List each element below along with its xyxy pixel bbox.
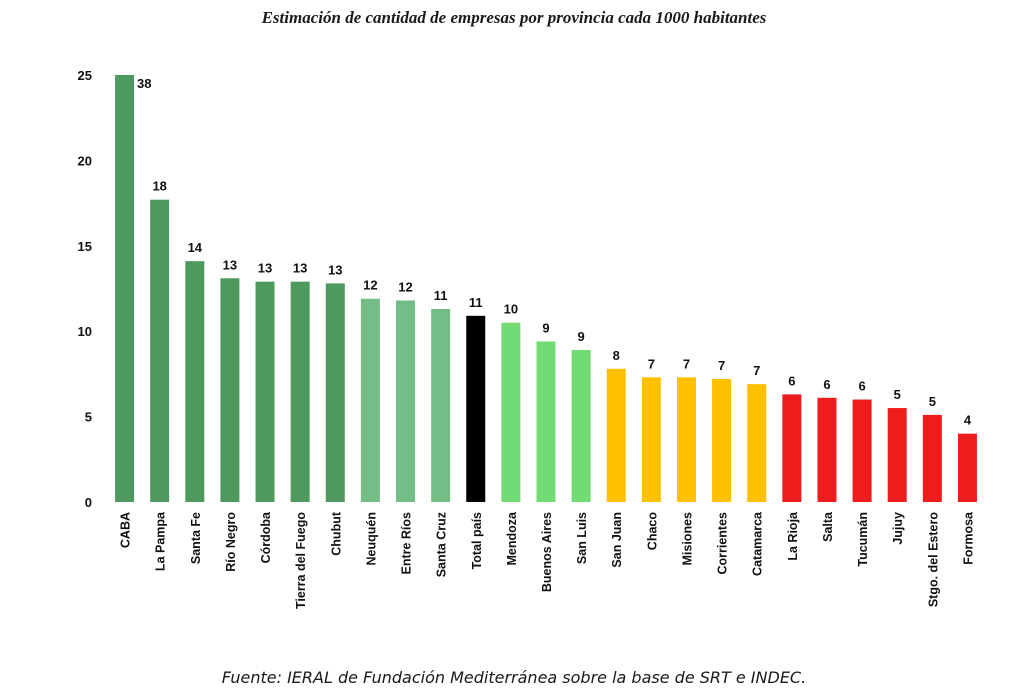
bars xyxy=(115,75,977,502)
category-label: Chaco xyxy=(645,512,659,551)
bar xyxy=(185,261,205,502)
data-label: 7 xyxy=(683,356,690,371)
category-label: Mendoza xyxy=(505,511,519,566)
category-label: Neuquén xyxy=(364,512,378,565)
data-label: 5 xyxy=(929,394,936,409)
bar xyxy=(747,384,767,502)
category-label: San Luis xyxy=(575,512,589,564)
category-label: Santa Cruz xyxy=(435,512,449,577)
data-label: 13 xyxy=(293,261,307,276)
data-label: 18 xyxy=(152,179,166,194)
category-label: CABA xyxy=(119,512,133,548)
data-label: 11 xyxy=(434,288,448,303)
bar xyxy=(782,394,802,502)
category-label: La Rioja xyxy=(786,511,800,561)
bar xyxy=(712,379,732,502)
bar xyxy=(606,368,626,502)
data-label: 13 xyxy=(328,262,342,277)
category-label: Formosa xyxy=(961,511,975,565)
data-label: 5 xyxy=(894,387,901,402)
data-label: 11 xyxy=(469,295,483,310)
bar xyxy=(536,341,556,502)
category-labels: CABA La Pampa Santa Fe Río Negro Córdoba Tier… xyxy=(119,511,976,609)
category-label: Santa Fe xyxy=(189,512,203,564)
bar xyxy=(150,199,170,502)
data-label: 4 xyxy=(964,413,972,428)
bar xyxy=(957,433,977,502)
y-tick-label: 5 xyxy=(85,410,92,425)
category-label: Córdoba xyxy=(259,511,273,563)
data-label: 13 xyxy=(223,257,237,272)
bar xyxy=(501,322,521,502)
bar xyxy=(676,377,696,502)
data-label: 9 xyxy=(542,320,549,335)
bar xyxy=(641,377,661,502)
bar-chart: 0 5 10 15 20 25 38 18 14 13 13 13 13 12 12 11 11 10 9 9 8 7 7… xyxy=(78,68,977,609)
bar xyxy=(431,308,451,502)
category-label: La Pampa xyxy=(154,511,168,571)
category-label: Total país xyxy=(470,512,484,569)
bar xyxy=(360,298,380,502)
data-label: 12 xyxy=(363,278,377,293)
data-label: 38 xyxy=(137,76,151,91)
category-label: Misiones xyxy=(680,512,694,566)
y-tick-label: 15 xyxy=(78,239,92,254)
y-tick-label: 0 xyxy=(85,495,92,510)
data-label: 8 xyxy=(613,348,620,363)
data-label: 10 xyxy=(504,302,518,317)
bar xyxy=(887,408,907,502)
bar xyxy=(290,281,310,502)
category-label: Chubut xyxy=(329,511,343,556)
data-label: 7 xyxy=(753,363,760,378)
data-labels: 38 18 14 13 13 13 13 12 12 11 11 10 9 9 8 7 7 7 7 6 6 6 5 5 4 xyxy=(137,76,972,428)
category-label: Buenos Aires xyxy=(540,512,554,592)
y-tick-label: 10 xyxy=(78,324,92,339)
data-label: 6 xyxy=(788,373,795,388)
bar xyxy=(220,278,240,502)
category-label: Salta xyxy=(821,511,835,542)
y-tick-label: 20 xyxy=(78,153,92,168)
bar xyxy=(817,397,837,502)
category-label: San Juan xyxy=(610,512,624,568)
category-label: Río Negro xyxy=(224,512,238,572)
bar xyxy=(571,349,591,502)
bar xyxy=(852,399,872,502)
category-label: Tierra del Fuego xyxy=(294,512,308,609)
data-label: 14 xyxy=(188,240,203,255)
data-label: 7 xyxy=(718,358,725,373)
category-label: Tucumán xyxy=(856,512,870,567)
category-label: Stgo. del Estero xyxy=(926,512,940,608)
bar xyxy=(255,281,275,502)
y-tick-label: 25 xyxy=(78,68,92,83)
category-label: Jujuy xyxy=(891,512,905,545)
category-label: Corrientes xyxy=(716,512,730,575)
bar xyxy=(466,315,486,502)
bar xyxy=(922,414,942,502)
chart-title: Estimación de cantidad de empresas por p… xyxy=(261,8,767,27)
data-label: 6 xyxy=(823,377,830,392)
y-axis-ticks: 0 5 10 15 20 25 xyxy=(78,68,92,510)
data-label: 7 xyxy=(648,356,655,371)
bar xyxy=(325,283,345,502)
bar xyxy=(115,75,135,502)
chart-source: Fuente: IERAL de Fundación Mediterránea … xyxy=(221,668,807,687)
data-label: 9 xyxy=(578,329,585,344)
category-label: Entre Ríos xyxy=(400,512,414,575)
data-label: 12 xyxy=(398,279,412,294)
data-label: 13 xyxy=(258,261,272,276)
data-label: 6 xyxy=(858,379,865,394)
category-label: Catamarca xyxy=(751,511,765,576)
bar xyxy=(396,300,416,502)
